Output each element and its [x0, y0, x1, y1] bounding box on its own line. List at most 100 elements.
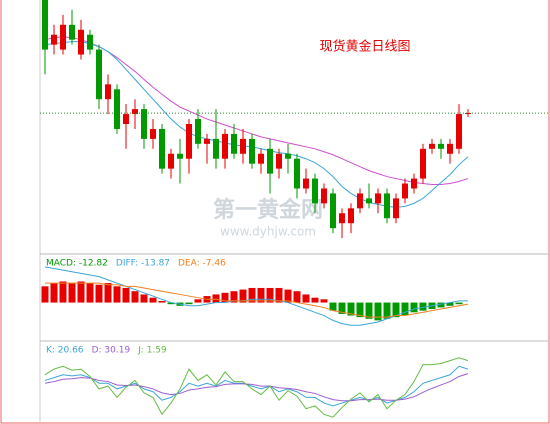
macd-bar — [275, 287, 283, 303]
macd-bar — [320, 299, 328, 303]
candle-body — [330, 193, 336, 229]
macd-bar — [221, 292, 229, 303]
candle-body — [105, 84, 111, 100]
macd-bar — [167, 302, 175, 305]
macd-bar — [248, 287, 256, 303]
candle-body — [375, 193, 381, 204]
candle-body — [168, 153, 174, 169]
macd-bar — [140, 294, 148, 303]
macd-bar — [446, 302, 454, 306]
legend-label: K: 20.66 — [46, 346, 84, 356]
macd-bar — [392, 302, 400, 318]
legend-label: J: 1.59 — [137, 346, 167, 356]
candle-body — [420, 148, 426, 179]
macd-bar — [356, 302, 364, 318]
macd-bar — [266, 287, 274, 303]
candle-body — [186, 124, 192, 159]
macd-bar — [455, 302, 463, 305]
candle-body — [141, 109, 147, 139]
macd-bar — [212, 294, 220, 303]
candle-body — [159, 128, 165, 169]
candle-body — [87, 34, 93, 50]
indicator-line — [44, 266, 468, 326]
candle-body — [393, 198, 399, 219]
macd-bar — [59, 281, 67, 303]
macd-bar — [194, 299, 202, 303]
candle-body — [42, 0, 48, 50]
candle-body — [213, 138, 219, 159]
macd-bar — [131, 291, 139, 303]
candle-body — [132, 109, 138, 115]
macd-bar — [77, 281, 85, 303]
candle-body — [258, 153, 264, 164]
macd-bar — [284, 289, 292, 303]
indicator-line — [44, 36, 469, 186]
candle-body — [303, 178, 309, 189]
candle-body — [123, 114, 129, 124]
macd-bar — [401, 302, 409, 316]
indicator-line — [44, 357, 469, 418]
macd-bar — [50, 283, 58, 303]
macd-bar — [113, 286, 121, 303]
candle-body — [69, 24, 75, 40]
macd-bar — [293, 291, 301, 303]
candle-body — [348, 208, 354, 224]
candle-body — [312, 178, 318, 204]
macd-bar — [311, 297, 319, 303]
candle-body — [384, 193, 390, 219]
macd-bar — [257, 287, 265, 303]
macd-bar — [338, 302, 346, 314]
macd-bar — [158, 300, 166, 303]
candle-body — [438, 143, 444, 149]
legend-label: MACD: -12.82 — [46, 259, 108, 269]
candle-body — [249, 138, 255, 164]
macd-bar — [302, 294, 310, 303]
candle-body — [456, 114, 462, 149]
candle-body — [339, 213, 345, 224]
macd-bar — [95, 284, 103, 303]
watermark: 第一黄金网 — [213, 197, 323, 223]
macd-bar — [68, 283, 76, 303]
macd-bar — [122, 287, 130, 303]
candle-body — [285, 153, 291, 159]
legend-label: D: 30.19 — [92, 346, 131, 356]
candle-body — [195, 119, 201, 144]
candle-body — [366, 198, 372, 204]
macd-bar — [86, 283, 94, 303]
indicator-line — [45, 282, 469, 318]
candle-body — [96, 49, 102, 100]
candle-body — [465, 113, 471, 115]
candle-body — [321, 188, 327, 204]
candle-body — [402, 183, 408, 199]
candle-body — [177, 153, 183, 159]
candle-body — [78, 29, 84, 55]
watermark: www.dyhjw.com — [220, 225, 316, 239]
macd-bar — [329, 302, 337, 311]
legend-label: DIFF: -13.87 — [116, 259, 170, 269]
candle-body — [240, 138, 246, 154]
candle-body — [204, 138, 210, 144]
candle-body — [429, 143, 435, 149]
macd-bar — [104, 283, 112, 303]
macd-bar — [41, 286, 49, 303]
candle-body — [60, 24, 66, 50]
indicator-line — [44, 373, 469, 402]
macd-bar — [365, 302, 373, 319]
macd-bar — [149, 297, 157, 303]
macd-bar — [347, 302, 355, 316]
macd-bar — [185, 302, 193, 305]
legend-label: DEA: -7.46 — [178, 259, 226, 269]
candle-body — [150, 128, 156, 139]
candle-body — [411, 178, 417, 189]
macd-bar — [419, 302, 427, 311]
candle-body — [294, 158, 300, 189]
candle-body — [222, 133, 228, 159]
candle-body — [447, 143, 453, 154]
macd-bar — [410, 302, 418, 313]
macd-bar — [239, 289, 247, 303]
macd-bar — [383, 302, 391, 319]
macd-bar — [437, 302, 445, 308]
candle-body — [114, 89, 120, 129]
